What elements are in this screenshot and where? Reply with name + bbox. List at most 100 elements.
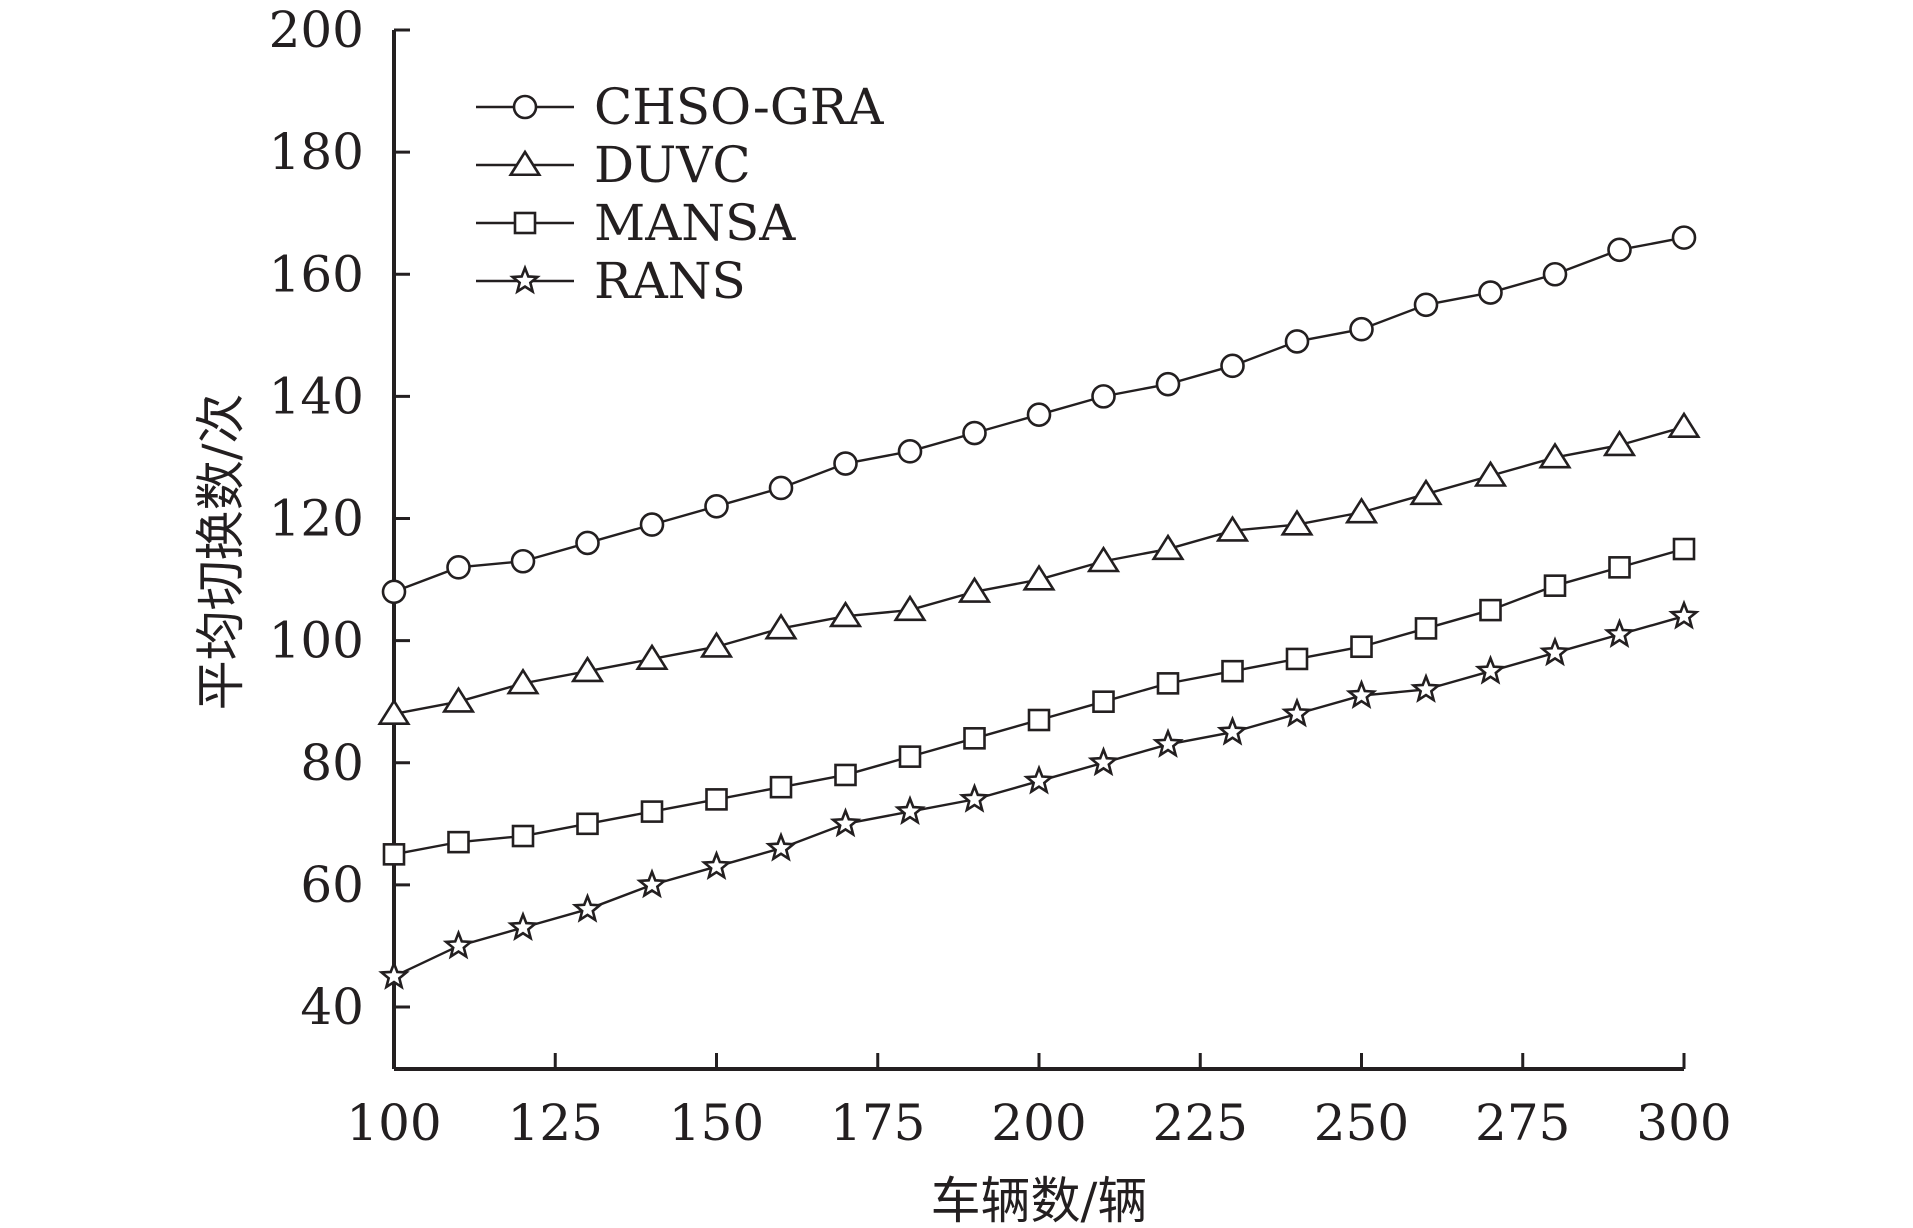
data-point-chso-gra [833, 451, 858, 476]
x-tick-label: 175 [830, 1094, 925, 1152]
data-point-rans [1539, 636, 1571, 667]
data-point-chso-gra [1091, 384, 1116, 409]
data-point-rans [571, 892, 604, 923]
y-tick-label: 100 [269, 612, 364, 670]
data-point-chso-gra [704, 493, 729, 519]
x-tick-label: 275 [1475, 1094, 1570, 1152]
y-tick-label: 180 [269, 123, 364, 181]
legend-label: RANS [594, 252, 746, 310]
data-point-mansa [1350, 635, 1373, 659]
data-point-chso-gra [1349, 316, 1374, 342]
data-point-chso-gra [962, 420, 987, 446]
data-point-chso-gra [639, 512, 665, 537]
data-point-rans [1281, 697, 1313, 728]
data-point-mansa [1027, 708, 1051, 732]
data-point-rans [1087, 746, 1120, 777]
data-point-mansa [1608, 556, 1631, 579]
data-point-duvc [506, 667, 540, 695]
legend-item-duvc: DUVC [476, 136, 751, 194]
legend-label: CHSO-GRA [594, 78, 884, 136]
data-point-chso-gra [1026, 402, 1052, 427]
data-point-rans [1410, 672, 1442, 703]
data-point-duvc [1086, 545, 1121, 573]
data-point-mansa [511, 824, 535, 848]
x-axis-title: 车辆数/辆 [931, 1172, 1148, 1228]
data-point-rans [1603, 617, 1636, 648]
x-tick-label: 200 [991, 1094, 1086, 1152]
series-line-mansa [393, 547, 1685, 856]
data-point-chso-gra [1478, 280, 1503, 305]
data-point-mansa [963, 727, 986, 750]
x-tick-label: 225 [1153, 1094, 1248, 1152]
data-point-mansa [447, 830, 470, 854]
legend-marker [512, 94, 538, 120]
data-point-mansa [1221, 659, 1244, 683]
data-point-mansa [1156, 672, 1180, 695]
y-ticks: 40 60 80 100 120 140 160 180 200 [269, 1, 410, 1036]
data-point-duvc [1538, 441, 1572, 469]
data-point-mansa [576, 812, 599, 836]
y-tick-label: 60 [300, 856, 364, 914]
data-point-rans [1668, 599, 1700, 630]
data-point-chso-gra [446, 555, 471, 580]
legend-marker [508, 149, 542, 177]
legend-item-rans: RANS [476, 252, 746, 310]
data-point-chso-gra [1220, 353, 1245, 379]
data-point-duvc [828, 600, 863, 628]
data-point-duvc [1667, 411, 1701, 438]
data-point-chso-gra [768, 475, 794, 501]
data-point-duvc [893, 594, 927, 622]
legend-item-mansa: MANSA [476, 194, 796, 252]
data-point-mansa [1092, 690, 1115, 713]
data-point-duvc [1280, 509, 1314, 536]
series-mansa [382, 537, 1696, 866]
data-point-mansa [898, 745, 922, 768]
x-tick-label: 125 [508, 1094, 603, 1152]
y-axis-title: 平均切换数/次 [192, 394, 250, 711]
data-point-rans [1345, 678, 1378, 710]
y-tick-label: 160 [269, 245, 364, 303]
data-point-chso-gra [381, 579, 407, 605]
data-point-rans [829, 807, 862, 838]
data-point-duvc [1602, 429, 1637, 457]
legend-marker [513, 211, 537, 235]
data-point-duvc [1344, 496, 1379, 524]
data-point-duvc [699, 631, 734, 658]
data-point-rans [636, 868, 668, 899]
data-point-mansa [640, 800, 664, 823]
data-point-chso-gra [1413, 292, 1439, 318]
data-point-chso-gra [1671, 225, 1697, 250]
series-layer [377, 225, 1701, 990]
data-point-chso-gra [1155, 371, 1181, 397]
data-point-duvc [377, 698, 411, 725]
data-point-mansa [705, 788, 728, 811]
data-point-rans [1216, 715, 1249, 746]
data-point-mansa [834, 763, 857, 787]
x-tick-label: 250 [1314, 1094, 1409, 1152]
data-point-chso-gra [510, 548, 536, 574]
data-point-chso-gra [1542, 261, 1568, 287]
data-point-chso-gra [1284, 329, 1310, 354]
data-point-rans [442, 929, 475, 960]
data-point-rans [1474, 654, 1507, 685]
series-duvc [377, 411, 1701, 725]
legend-item-chso-gra: CHSO-GRA [476, 78, 884, 136]
data-point-chso-gra [897, 439, 923, 464]
data-point-duvc [570, 655, 605, 683]
data-point-duvc [1409, 478, 1443, 506]
data-point-mansa [1543, 574, 1567, 597]
data-point-duvc [441, 686, 476, 713]
series-rans [378, 599, 1700, 990]
data-point-rans [1023, 764, 1055, 795]
data-point-duvc [957, 576, 992, 603]
x-tick-label: 150 [669, 1094, 764, 1152]
data-point-mansa [382, 843, 406, 866]
data-point-chso-gra [1607, 237, 1632, 263]
data-point-rans [1152, 727, 1184, 758]
data-point-rans [765, 831, 797, 862]
data-point-duvc [1215, 515, 1250, 542]
data-point-chso-gra [575, 530, 600, 556]
data-point-duvc [635, 643, 669, 670]
